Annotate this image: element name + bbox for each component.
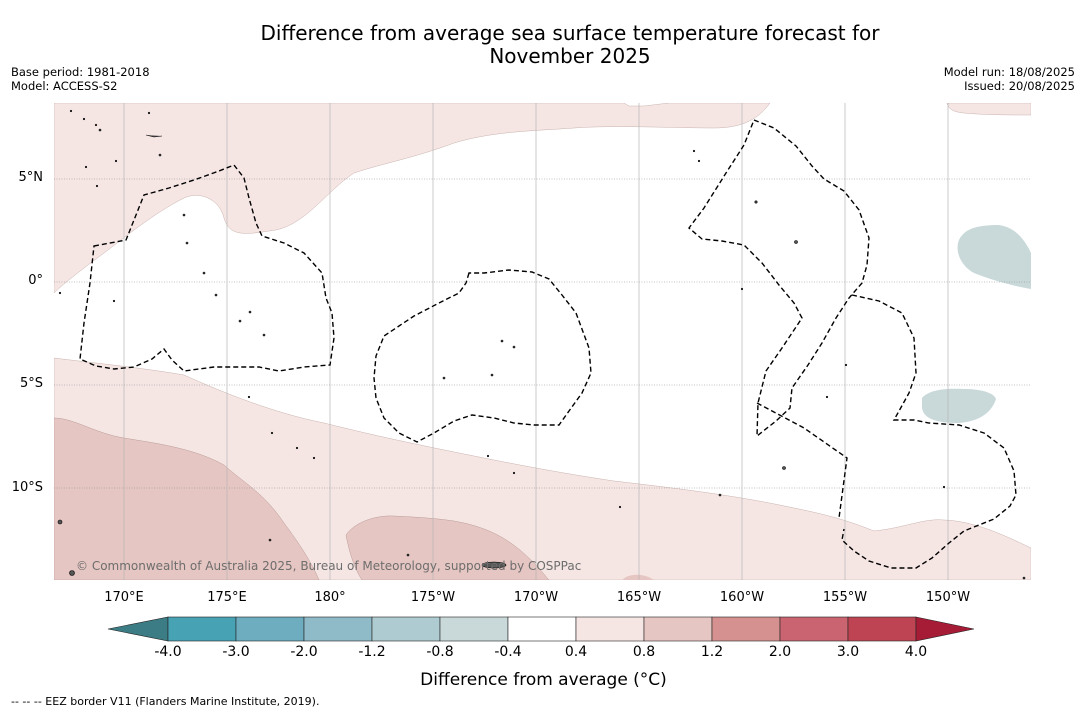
issued-date: Issued: 20/08/2025 [964, 79, 1075, 93]
base-period: Base period: 1981-2018 [11, 65, 150, 79]
warm-region-south [54, 357, 1031, 580]
eez-phoenix [373, 269, 592, 443]
colorbar-segment [779, 616, 849, 642]
lat-label-5n: 5°N [18, 170, 44, 185]
lon-label-165w: 165°W [616, 590, 662, 605]
warm-region-ne [946, 103, 1031, 116]
eez-legend-note: -- -- -- EEZ border V11 (Flanders Marine… [11, 695, 320, 708]
eez-line-south [756, 402, 848, 519]
colorbar-tick-label: -4.0 [154, 644, 182, 660]
colorbar-extend-low [107, 616, 169, 642]
warm-region-small [622, 574, 654, 580]
colorbar-label: Difference from average (°C) [420, 670, 667, 690]
colorbar-tick-label: 3.0 [836, 644, 860, 660]
colorbar-tick-label: -0.8 [426, 644, 454, 660]
colorbar-extend-high [915, 616, 975, 642]
lon-label-175w: 175°W [410, 590, 456, 605]
lon-label-150w: 150°W [925, 590, 971, 605]
colorbar-tick-label: 2.0 [768, 644, 792, 660]
colorbar-tick-label: -0.4 [494, 644, 522, 660]
colorbar-tick-label: -2.0 [290, 644, 318, 660]
eez-kiribati-gilbert [79, 164, 335, 372]
cool-region-east [957, 225, 1031, 289]
eez-borders [79, 119, 1017, 569]
model-run: Model run: 18/08/2025 [943, 65, 1075, 79]
map-gridlines [54, 178, 1031, 489]
colorbar-segment [711, 616, 781, 642]
meta-right: Model run: 18/08/2025 Issued: 20/08/2025 [944, 65, 1075, 93]
colorbar-svg [107, 616, 975, 642]
chart-title: Difference from average sea surface temp… [0, 22, 1085, 68]
colorbar-tick-label: -1.2 [358, 644, 386, 660]
title-line-1: Difference from average sea surface temp… [260, 21, 880, 45]
warm-region-sw [54, 417, 320, 580]
colorbar [106, 614, 980, 644]
lat-label-5s: 5°S [19, 376, 43, 391]
sst-anomaly-map [54, 103, 1031, 580]
warm-region-north [54, 103, 771, 294]
map-svg [54, 103, 1031, 580]
colorbar-segment [303, 616, 373, 642]
cool-region-southeast [922, 388, 996, 423]
lon-label-175e: 175°E [207, 590, 247, 605]
lon-label-155w: 155°W [822, 590, 868, 605]
lon-label-170w: 170°W [513, 590, 559, 605]
colorbar-tick-label: 4.0 [904, 644, 928, 660]
colorbar-segment [507, 616, 577, 642]
meta-left: Base period: 1981-2018 Model: ACCESS-S2 [11, 65, 150, 93]
colorbar-tick-label: 1.2 [700, 644, 724, 660]
map-meridians [123, 103, 949, 580]
colorbar-segment [575, 616, 645, 642]
colorbar-segment [371, 616, 441, 642]
colorbar-segment [439, 616, 509, 642]
islands [57, 109, 1026, 580]
colorbar-segment [235, 616, 305, 642]
model-name: Model: ACCESS-S2 [11, 79, 118, 93]
colorbar-tick-label: 0.4 [564, 644, 588, 660]
lon-label-180: 180° [314, 590, 346, 605]
colorbar-segment [643, 616, 713, 642]
eez-southeast [841, 294, 1017, 569]
colorbar-segment [847, 616, 917, 642]
lon-label-170e: 170°E [104, 590, 144, 605]
copyright-notice: © Commonwealth of Australia 2025, Bureau… [76, 559, 582, 573]
eez-line-islands [688, 119, 870, 438]
lon-label-160w: 160°W [719, 590, 765, 605]
colorbar-tick-label: 0.8 [632, 644, 656, 660]
lat-label-10s: 10°S [11, 480, 43, 495]
colorbar-tick-label: -3.0 [222, 644, 250, 660]
colorbar-segment [167, 616, 237, 642]
lat-label-0: 0° [28, 273, 43, 288]
title-line-2: November 2025 [489, 44, 651, 68]
